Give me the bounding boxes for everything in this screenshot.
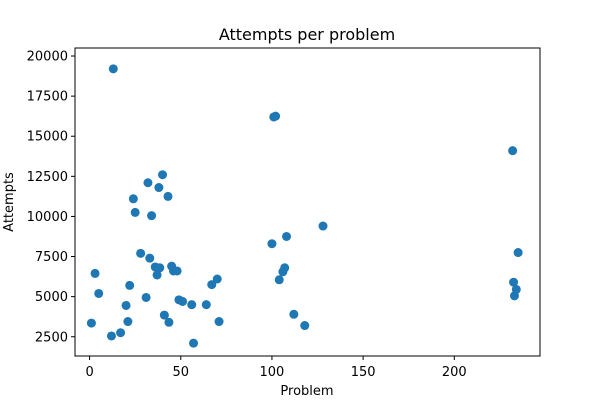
plot-frame (74, 47, 541, 357)
data-point (125, 280, 135, 290)
y-tick-label: 12500 (27, 170, 68, 185)
data-point (274, 275, 284, 285)
data-point (90, 268, 100, 278)
data-point (128, 194, 138, 204)
data-point (155, 263, 165, 273)
data-point (86, 318, 96, 328)
data-point (214, 317, 224, 327)
data-point (289, 309, 299, 319)
x-axis-label: Problem (280, 384, 333, 399)
x-tick-label: 200 (442, 365, 467, 380)
data-point (508, 146, 518, 156)
data-point (300, 321, 310, 331)
data-point (189, 338, 199, 348)
y-tick-label: 2500 (35, 330, 68, 345)
data-point (178, 296, 188, 306)
data-point (123, 317, 133, 327)
y-tick-label: 15000 (27, 130, 68, 145)
y-tick-label: 5000 (35, 290, 68, 305)
data-point (145, 253, 155, 263)
data-point (108, 64, 118, 74)
data-point (207, 280, 217, 290)
data-point (154, 183, 164, 193)
data-point (513, 248, 523, 258)
data-point (164, 317, 174, 327)
data-point (159, 310, 169, 320)
data-points (86, 64, 523, 348)
data-point (511, 284, 521, 294)
data-point (267, 239, 277, 249)
y-tick-label: 17500 (27, 90, 68, 105)
y-tick-label: 10000 (27, 210, 68, 225)
y-axis-label: Attempts (2, 172, 17, 232)
data-point (152, 270, 162, 280)
x-tick-label: 50 (172, 365, 189, 380)
x-tick-label: 100 (260, 365, 285, 380)
data-point (147, 211, 157, 221)
data-point (201, 300, 211, 310)
chart-title: Attempts per problem (219, 25, 395, 44)
data-point (158, 170, 168, 180)
data-point (212, 274, 222, 284)
data-point (271, 111, 281, 121)
data-point (130, 207, 140, 217)
data-point (509, 277, 519, 287)
x-axis: 0 50 100 150 200 (85, 356, 467, 380)
data-point (282, 231, 292, 241)
data-point (106, 331, 116, 341)
data-point (143, 178, 153, 188)
data-point (280, 263, 290, 273)
data-point (163, 191, 173, 201)
data-point (141, 292, 151, 302)
x-tick-label: 150 (351, 365, 376, 380)
data-point (318, 221, 328, 231)
data-point (187, 300, 197, 310)
y-tick-label: 20000 (27, 50, 68, 65)
data-point (121, 300, 131, 310)
data-point (136, 248, 146, 258)
y-tick-label: 7500 (35, 250, 68, 265)
y-axis: 2500 5000 7500 10000 12500 15000 17500 20000 (27, 50, 75, 345)
data-point (94, 288, 104, 298)
data-point (116, 328, 126, 338)
x-tick-label: 0 (85, 365, 93, 380)
data-point (172, 266, 182, 276)
